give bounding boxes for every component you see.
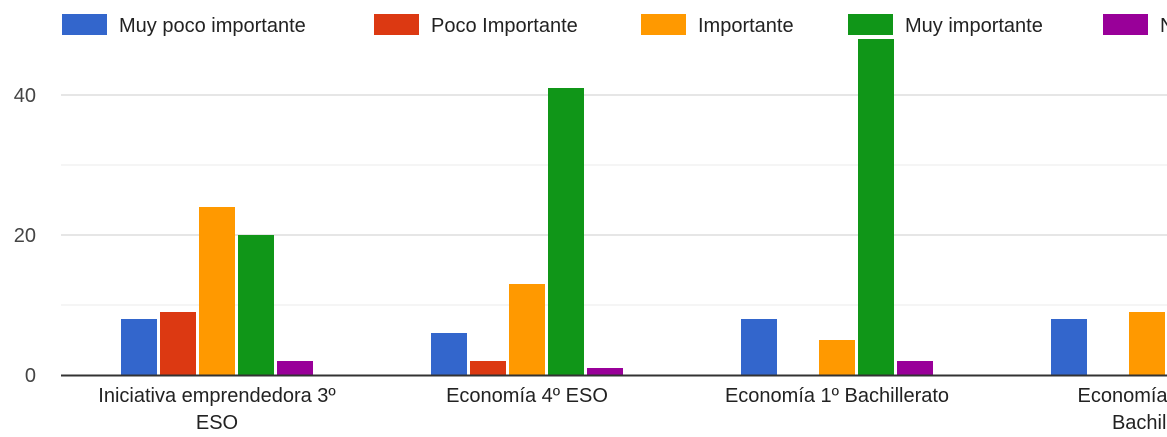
legend-label: Importante xyxy=(698,15,794,37)
legend-label: N xyxy=(1160,15,1167,37)
bar-2-2 xyxy=(819,340,855,375)
legend-item: Poco Importante xyxy=(374,14,578,37)
y-axis-ticks: 0 20 40 xyxy=(14,85,36,387)
legend-label: Muy poco importante xyxy=(119,15,306,37)
x-tick-line: Economía de la xyxy=(1078,385,1167,407)
bar-1-0 xyxy=(431,333,467,375)
x-tick-label: Iniciativa emprendedora 3º ESO xyxy=(98,385,336,434)
bar-1-4 xyxy=(587,368,623,375)
x-tick-line: Bachille xyxy=(1112,412,1167,434)
bar-1-2 xyxy=(509,284,545,375)
bars xyxy=(121,39,1165,375)
x-tick-line: Economía 1º Bachillerato xyxy=(725,385,949,407)
x-axis-ticks: Iniciativa emprendedora 3º ESO Economía 4º… xyxy=(98,385,1167,434)
x-tick-label: Economía 4º ESO xyxy=(446,385,608,407)
y-tick-label: 40 xyxy=(14,85,36,107)
legend-item: N xyxy=(1103,14,1167,37)
legend-swatch xyxy=(848,14,893,35)
bar-1-3 xyxy=(548,88,584,375)
legend-swatch xyxy=(374,14,419,35)
bar-0-2 xyxy=(199,207,235,375)
bar-1-1 xyxy=(470,361,506,375)
y-tick-label: 0 xyxy=(25,365,36,387)
x-tick-line: Economía 4º ESO xyxy=(446,385,608,407)
legend-item: Importante xyxy=(641,14,794,37)
x-tick-line: Iniciativa emprendedora 3º xyxy=(98,385,336,407)
legend-label: Poco Importante xyxy=(431,15,578,37)
bar-0-4 xyxy=(277,361,313,375)
bar-0-3 xyxy=(238,235,274,375)
legend-item: Muy importante xyxy=(848,14,1043,37)
bar-0-1 xyxy=(160,312,196,375)
legend-item: Muy poco importante xyxy=(62,14,306,37)
bar-2-4 xyxy=(897,361,933,375)
bar-0-0 xyxy=(121,319,157,375)
bar-3-2 xyxy=(1129,312,1165,375)
x-tick-label: Economía de la Bachille xyxy=(1078,385,1167,434)
legend: Muy poco importante Poco Importante Import… xyxy=(62,14,1167,37)
bar-3-0 xyxy=(1051,319,1087,375)
bar-2-3 xyxy=(858,39,894,375)
x-tick-line: ESO xyxy=(196,412,238,434)
x-tick-label: Economía 1º Bachillerato xyxy=(725,385,949,407)
legend-swatch xyxy=(1103,14,1148,35)
bar-2-0 xyxy=(741,319,777,375)
legend-label: Muy importante xyxy=(905,15,1043,37)
legend-swatch xyxy=(641,14,686,35)
legend-swatch xyxy=(62,14,107,35)
y-tick-label: 20 xyxy=(14,225,36,247)
